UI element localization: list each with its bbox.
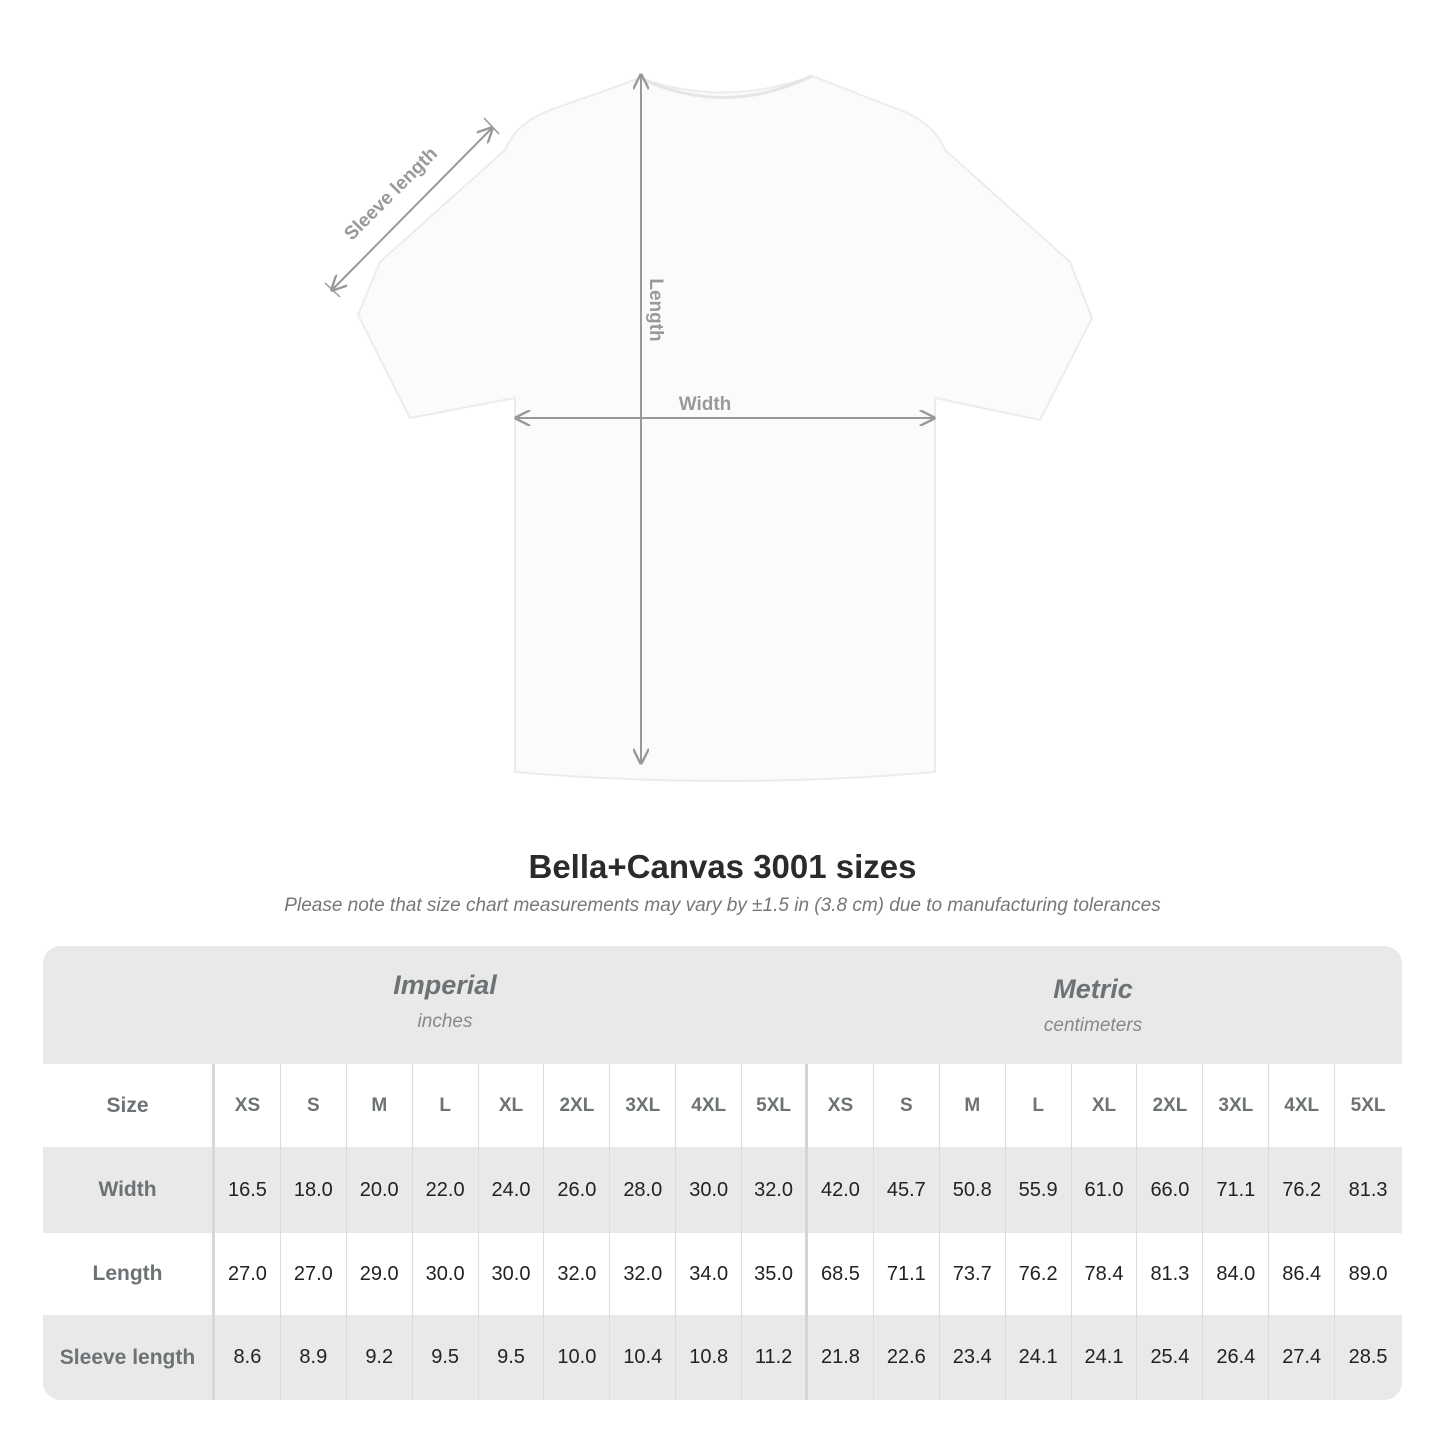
table-cell: 22.6	[874, 1315, 940, 1400]
table-cell: 76.2	[1006, 1233, 1072, 1315]
table-cell: 81.3	[1137, 1233, 1204, 1315]
size-header-cell: 3XL	[610, 1064, 677, 1147]
table-cell: 11.2	[742, 1315, 809, 1400]
table-cell: 9.2	[347, 1315, 413, 1400]
table-cell: 27.0	[215, 1233, 281, 1315]
table-cell: 29.0	[347, 1233, 413, 1315]
row-label: Length	[43, 1233, 215, 1315]
size-header-cell: M	[347, 1064, 413, 1147]
table-cell: 28.0	[610, 1147, 677, 1233]
tshirt-diagram: Sleeve length Length Width	[324, 0, 1094, 782]
table-cell: 32.0	[544, 1233, 611, 1315]
table-cell: 23.4	[940, 1315, 1006, 1400]
table-cell: 10.0	[544, 1315, 611, 1400]
size-header-cell: 3XL	[1203, 1064, 1270, 1147]
table-cell: 18.0	[281, 1147, 347, 1233]
imperial-unit: inches	[417, 1011, 473, 1032]
width-label: Width	[679, 394, 732, 415]
length-label: Length	[645, 278, 666, 341]
metric-unit: centimeters	[1043, 1015, 1143, 1036]
table-cell: 24.1	[1006, 1315, 1072, 1400]
table-cell: 27.0	[281, 1233, 347, 1315]
table-cell: 50.8	[940, 1147, 1006, 1233]
table-row: Sleeve length 8.6 8.9 9.2 9.5 9.5 10.0 10.4 10.8…	[43, 1315, 1402, 1400]
size-header-cell: 4XL	[1269, 1064, 1336, 1147]
table-cell: 45.7	[874, 1147, 940, 1233]
table-cell: 76.2	[1269, 1147, 1336, 1233]
table-cell: 27.4	[1269, 1315, 1336, 1400]
table-cell: 30.0	[413, 1233, 479, 1315]
table-cell: 9.5	[479, 1315, 545, 1400]
table-cell: 35.0	[742, 1233, 809, 1315]
table-cell: 71.1	[1203, 1147, 1270, 1233]
table-cell: 22.0	[413, 1147, 479, 1233]
table-cell: 20.0	[347, 1147, 413, 1233]
row-label: Width	[43, 1147, 215, 1233]
table-cell: 16.5	[215, 1147, 281, 1233]
tshirt-shape	[356, 74, 1094, 782]
table-row: Width 16.5 18.0 20.0 22.0 24.0 26.0 28.0 30.0 32.…	[43, 1147, 1402, 1233]
size-header-cell: 2XL	[544, 1064, 611, 1147]
unit-header: Imperial inches Metric centimeters	[43, 946, 1402, 1064]
table-cell: 8.6	[215, 1315, 281, 1400]
size-header-row: Size XS S M L XL 2XL 3XL 4XL 5XL XS S M L XL 2XL 3XL 4XL…	[43, 1064, 1402, 1147]
table-cell: 81.3	[1348, 1178, 1388, 1201]
size-header-label: Size	[43, 1064, 215, 1147]
table-cell: 28.5	[1348, 1346, 1388, 1368]
metric-label: Metric	[1053, 974, 1133, 1004]
imperial-header: Imperial inches	[215, 970, 675, 1033]
row-label: Sleeve length	[43, 1315, 215, 1400]
table-cell: 26.0	[544, 1147, 611, 1233]
table-cell: 21.8	[808, 1315, 874, 1400]
size-header-cell: XS	[808, 1064, 874, 1147]
table-cell: 42.0	[808, 1147, 874, 1233]
table-cell: 10.4	[610, 1315, 677, 1400]
sleeve-length-arrow	[332, 128, 492, 290]
table-cell: 61.0	[1072, 1147, 1138, 1233]
size-table: Imperial inches Metric centimeters Size …	[43, 946, 1402, 1400]
metric-header: Metric centimeters	[808, 974, 1378, 1037]
size-header-cell: 2XL	[1137, 1064, 1204, 1147]
table-cell: 84.0	[1203, 1233, 1270, 1315]
table-cell: 55.9	[1006, 1147, 1072, 1233]
table-cell: 86.4	[1269, 1233, 1336, 1315]
size-header-cell: 5XL	[742, 1064, 809, 1147]
size-header-cell: 4XL	[676, 1064, 743, 1147]
size-header-cell: L	[413, 1064, 479, 1147]
table-cell: 71.1	[874, 1233, 940, 1315]
table-cell: 89.0	[1348, 1262, 1388, 1285]
tolerance-note: Please note that size chart measurements…	[284, 895, 1161, 916]
table-cell: 10.8	[676, 1315, 743, 1400]
size-header-cell: M	[940, 1064, 1006, 1147]
size-header-cell: S	[874, 1064, 940, 1147]
chart-title: Bella+Canvas 3001 sizes	[528, 848, 917, 885]
table-cell: 9.5	[413, 1315, 479, 1400]
table-cell: 32.0	[742, 1147, 809, 1233]
table-cell: 26.4	[1203, 1315, 1270, 1400]
table-cell: 32.0	[610, 1233, 677, 1315]
imperial-label: Imperial	[393, 970, 497, 1000]
table-cell: 24.1	[1072, 1315, 1138, 1400]
size-header-cell: XL	[479, 1064, 545, 1147]
size-header-cell: XS	[215, 1064, 281, 1147]
table-cell: 78.4	[1072, 1233, 1138, 1315]
table-cell: 68.5	[808, 1233, 874, 1315]
table-cell: 8.9	[281, 1315, 347, 1400]
size-header-cell: L	[1006, 1064, 1072, 1147]
table-cell: 30.0	[479, 1233, 545, 1315]
table-cell: 24.0	[479, 1147, 545, 1233]
table-cell: 30.0	[676, 1147, 743, 1233]
table-cell: 66.0	[1137, 1147, 1204, 1233]
size-header-cell: XL	[1072, 1064, 1138, 1147]
size-header-cell: 5XL	[1350, 1094, 1386, 1116]
size-header-cell: S	[281, 1064, 347, 1147]
table-cell: 25.4	[1137, 1315, 1204, 1400]
table-cell: 73.7	[940, 1233, 1006, 1315]
table-cell: 34.0	[676, 1233, 743, 1315]
table-row: Length 27.0 27.0 29.0 30.0 30.0 32.0 32.0 34.0 35…	[43, 1233, 1402, 1315]
